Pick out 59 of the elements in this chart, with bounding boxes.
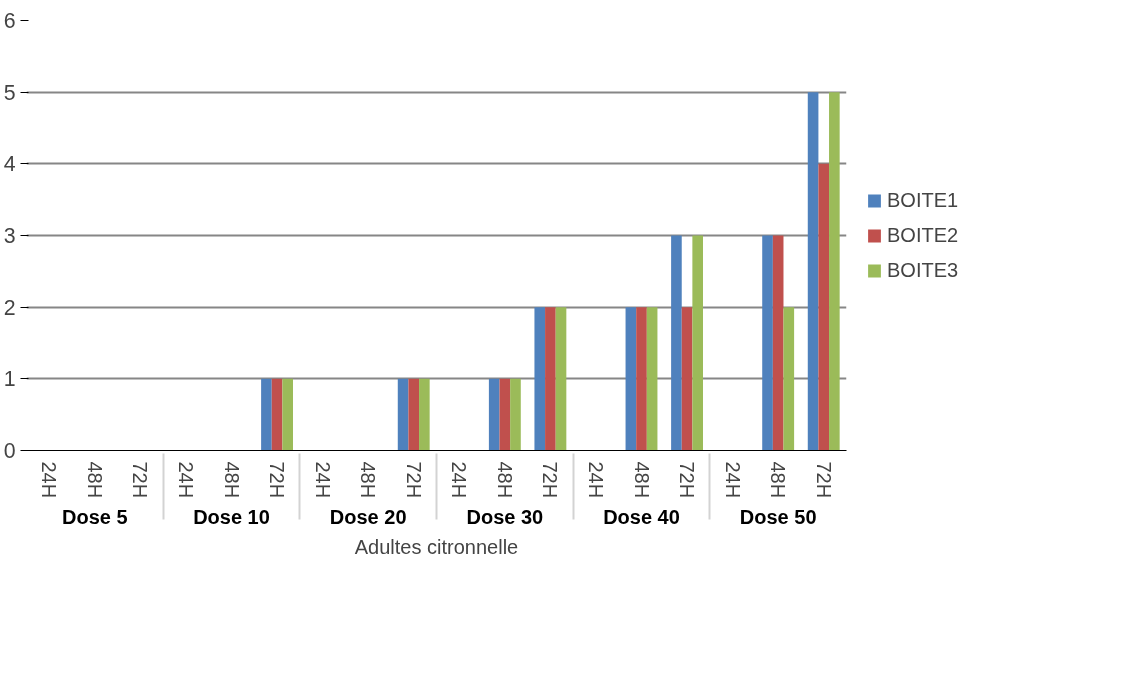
text: Dose 20 <box>329 506 407 529</box>
bar <box>762 235 773 451</box>
bar <box>545 307 556 451</box>
bar <box>499 378 511 451</box>
bar <box>636 307 647 451</box>
legend-label: BOITE2 <box>887 223 959 247</box>
y-tick-label: 6 <box>3 9 16 33</box>
bar <box>397 378 409 451</box>
x-tick-label: 72H <box>812 461 835 499</box>
bar <box>772 235 784 451</box>
x-tick-label: 48H <box>357 461 380 499</box>
legend-label: BOITE3 <box>887 258 959 282</box>
bar <box>681 307 693 451</box>
x-tick-label: 48H <box>493 461 516 499</box>
text: Dose 30 <box>466 506 544 529</box>
x-tick-label: 72H <box>129 461 152 499</box>
bar <box>510 378 521 451</box>
x-tick-label: 48H <box>630 461 653 499</box>
y-tick-label: 4 <box>3 152 16 177</box>
bar <box>625 307 637 451</box>
x-tick-label: 24H <box>311 461 334 499</box>
bar <box>807 92 819 451</box>
y-tick-label: 3 <box>3 224 16 248</box>
bar <box>419 378 430 451</box>
bar <box>534 307 546 451</box>
x-tick-label: 24H <box>721 461 744 499</box>
bar <box>829 92 840 451</box>
y-tick-label: 1 <box>3 367 16 392</box>
x-tick-label: 24H <box>448 461 471 499</box>
x-tick-label: 72H <box>266 461 289 499</box>
x-tick-label: 72H <box>402 461 425 499</box>
bar <box>408 378 420 451</box>
y-tick-label: 2 <box>3 295 16 320</box>
bar <box>282 378 293 451</box>
text: Dose 50 <box>739 506 817 529</box>
bar <box>671 235 682 451</box>
x-tick-label: 24H <box>38 461 61 499</box>
bar <box>783 307 795 451</box>
x-tick-label: 48H <box>220 461 243 499</box>
x-axis-title: Adultes citronnelle <box>354 536 519 559</box>
x-tick-label: 72H <box>539 461 562 499</box>
bar <box>261 378 272 451</box>
text: Dose 5 <box>62 506 128 529</box>
x-tick-label: 24H <box>584 461 607 499</box>
bar <box>488 378 500 451</box>
x-tick-label: 72H <box>676 461 699 499</box>
x-tick-label: 48H <box>83 461 106 499</box>
bar <box>555 307 567 451</box>
bar <box>692 235 703 451</box>
legend-label: BOITE1 <box>887 188 959 212</box>
y-tick-label: 5 <box>3 80 16 105</box>
x-tick-label: 24H <box>174 461 197 499</box>
bar <box>646 307 658 451</box>
text: Dose 10 <box>193 506 270 529</box>
bar <box>271 378 283 451</box>
x-tick-label: 48H <box>767 461 790 499</box>
y-tick-label: 0 <box>3 439 16 463</box>
bar <box>818 163 830 451</box>
text: Dose 40 <box>603 506 680 529</box>
